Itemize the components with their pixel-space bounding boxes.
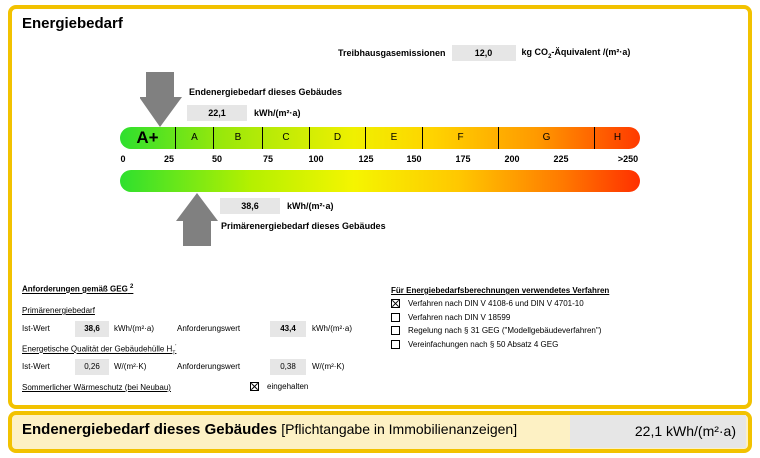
methods-list: Verfahren nach DIN V 4108-6 und DIN V 47… [391, 297, 601, 351]
primary-energy-label: Primärenergiebedarf dieses Gebäudes [221, 221, 386, 231]
envelope-unit: W/(m²·K) [114, 362, 147, 371]
summer-checkbox[interactable] [250, 382, 259, 392]
scale-tick: 100 [308, 154, 324, 164]
emissions-unit: kg CO2-Äquivalent /(m²·a) [521, 46, 631, 60]
method-item: Verfahren nach DIN V 4108-6 und DIN V 47… [391, 297, 601, 311]
scale-tick: 125 [358, 154, 374, 164]
end-energy-unit: kWh/(m²·a) [254, 108, 301, 118]
footer-value: 22,1 kWh/(m²·a) [570, 415, 746, 448]
scale-tick: >250 [617, 154, 639, 164]
primary-energy-unit: kWh/(m²·a) [287, 201, 334, 211]
energy-class-h: H [613, 132, 622, 143]
energy-class-b: B [214, 127, 263, 149]
scale-tick: 175 [455, 154, 471, 164]
scale-tick: 225 [553, 154, 569, 164]
primary-req-unit: kWh/(m²·a) [312, 324, 352, 333]
primary-energy-arrow-icon [176, 193, 218, 246]
primary-req-value: 43,4 [270, 321, 306, 337]
method-label: Verfahren nach DIN V 4108-6 und DIN V 47… [408, 299, 584, 308]
method-item: Vereinfachungen nach § 50 Absatz 4 GEG [391, 338, 601, 352]
primary-ist-value: 38,6 [75, 321, 109, 337]
ist-label: Ist-Wert [22, 324, 50, 333]
envelope-heading: Energetische Qualität der Gebäudehülle H… [22, 344, 177, 357]
req-label: Anforderungswert [177, 324, 241, 333]
scale-tick: 150 [406, 154, 422, 164]
method-item: Regelung nach § 31 GEG ("Modellgebäudeve… [391, 324, 601, 338]
end-energy-label: Endenergiebedarf dieses Gebäudes [189, 87, 343, 97]
primary-unit: kWh/(m²·a) [114, 324, 154, 333]
energy-class-a: A [176, 127, 214, 149]
req-label: Anforderungswert [177, 362, 241, 371]
primary-energy-gradient-bar [120, 170, 640, 192]
energy-class-bar: A+ A B C D E F G H [120, 127, 640, 149]
envelope-row: Ist-Wert 0,26 W/(m²·K) Anforderungswert … [22, 359, 382, 375]
method-checkbox[interactable] [391, 312, 400, 322]
method-label: Verfahren nach DIN V 18599 [408, 312, 511, 322]
summer-label: Sommerlicher Wärmeschutz (bei Neubau) [22, 383, 171, 392]
emissions-row: Treibhausgasemissionen 12,0 kg CO2-Äquiv… [338, 45, 630, 61]
energy-class-e: E [366, 127, 423, 149]
method-label: Regelung nach § 31 GEG ("Modellgebäudeve… [408, 326, 602, 335]
energy-class-d: D [310, 127, 366, 149]
scale-tick: 25 [163, 154, 175, 164]
energy-class-c: C [263, 127, 310, 149]
methods-heading: Für Energiebedarfsberechnungen verwendet… [391, 286, 610, 295]
scale-tick: 0 [120, 154, 126, 164]
scale-tick: 200 [504, 154, 520, 164]
primary-energy-value: 38,6 [220, 198, 280, 214]
method-checkbox[interactable] [391, 339, 400, 349]
primary-row: Ist-Wert 38,6 kWh/(m²·a) Anforderungswer… [22, 321, 382, 337]
scale-tick: 50 [211, 154, 223, 164]
scale-tick: 75 [262, 154, 274, 164]
end-energy-arrow-icon [140, 72, 182, 127]
requirements-heading: Anforderungen gemäß GEG 2 [22, 284, 134, 294]
energy-class-f: F [423, 127, 499, 149]
ist-label: Ist-Wert [22, 362, 50, 371]
method-label: Vereinfachungen nach § 50 Absatz 4 GEG [408, 339, 559, 349]
method-checkbox[interactable] [391, 299, 400, 309]
energy-class-g: G [499, 127, 595, 149]
primary-heading: Primärenergiebedarf [22, 306, 95, 315]
method-checkbox[interactable] [391, 326, 400, 336]
footer-label: Endenergiebedarf dieses Gebäudes [Pflich… [22, 421, 518, 438]
emissions-value: 12,0 [451, 45, 516, 61]
envelope-req-unit: W/(m²·K) [312, 362, 345, 371]
method-item: Verfahren nach DIN V 18599 [391, 311, 601, 325]
envelope-req-value: 0,38 [270, 359, 306, 375]
page-title: Energiebedarf [22, 15, 123, 32]
summer-checkbox-row: eingehalten [250, 382, 308, 392]
energy-class-a-plus: A+ [120, 127, 176, 149]
energy-panel [8, 5, 752, 409]
envelope-ist-value: 0,26 [75, 359, 109, 375]
end-energy-value: 22,1 [187, 105, 247, 121]
emissions-label: Treibhausgasemissionen [338, 48, 446, 58]
